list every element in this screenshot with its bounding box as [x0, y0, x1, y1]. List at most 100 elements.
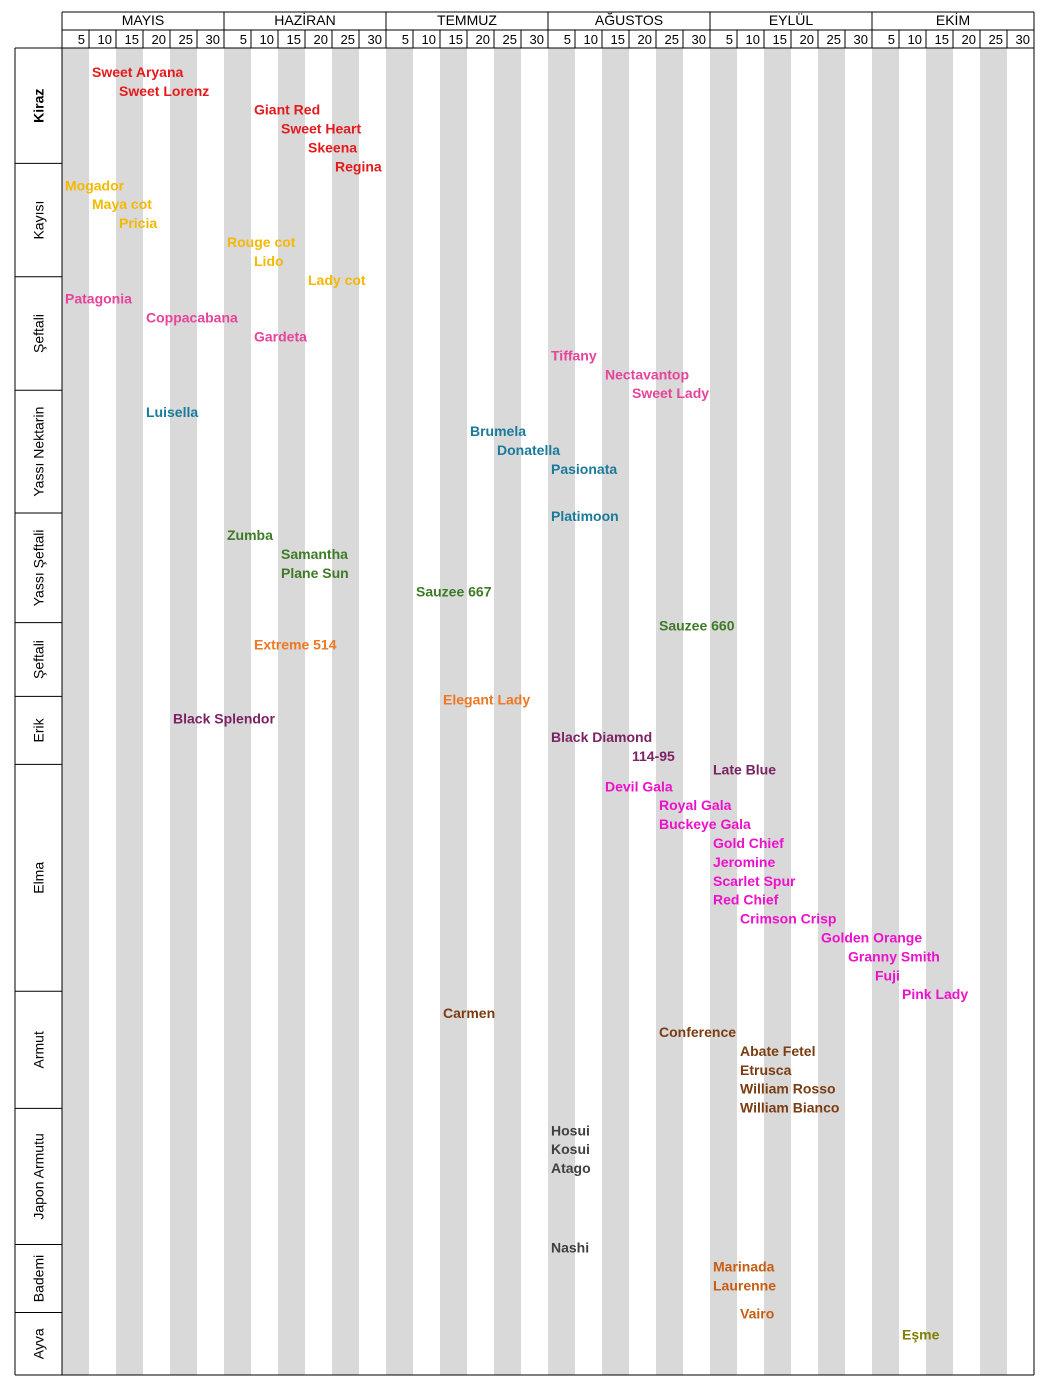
day-tick-label: 25 [827, 32, 841, 47]
category-label: Erik [31, 717, 47, 742]
stripe [602, 48, 629, 1375]
variety-label: Coppacabana [146, 310, 238, 326]
variety-label: Sweet Lorenz [119, 83, 209, 99]
variety-label: Platimoon [551, 508, 619, 524]
variety-label: Hosui [551, 1122, 590, 1138]
day-tick-label: 15 [935, 32, 949, 47]
variety-label: Black Splendor [173, 710, 275, 726]
day-tick-label: 5 [402, 32, 409, 47]
stripe [440, 48, 467, 1375]
variety-label: Fuji [875, 967, 900, 983]
variety-label: Gold Chief [713, 835, 784, 851]
variety-label: Carmen [443, 1005, 495, 1021]
stripe [224, 48, 251, 1375]
day-tick-label: 10 [260, 32, 274, 47]
day-tick-label: 15 [449, 32, 463, 47]
stripe [332, 48, 359, 1375]
day-tick-label: 15 [773, 32, 787, 47]
day-tick-label: 10 [98, 32, 112, 47]
category-column: Kiraz Kayısı Şeftali Yassı Nektarin Yassı Şe… [14, 47, 62, 1375]
day-tick-label: 5 [888, 32, 895, 47]
day-tick-label: 25 [341, 32, 355, 47]
variety-label: Regina [335, 158, 382, 174]
day-column-stripes [62, 48, 1007, 1375]
variety-label: Luisella [146, 404, 198, 420]
variety-label: Eşme [902, 1326, 940, 1342]
variety-label: Scarlet Spur [713, 873, 796, 889]
variety-label: Devil Gala [605, 778, 673, 794]
day-tick-label: 20 [476, 32, 490, 47]
category-label: Kayısı [31, 201, 47, 240]
variety-label: 114-95 [632, 748, 675, 764]
variety-label: Pink Lady [902, 986, 968, 1002]
day-tick-label: 30 [692, 32, 706, 47]
day-tick-label: 25 [665, 32, 679, 47]
variety-label: Extreme 514 [254, 637, 337, 653]
category-label: Yassı Şeftali [31, 529, 47, 606]
stripe [170, 48, 197, 1375]
category-label: Japon Armutu [31, 1133, 47, 1219]
day-tick-label: 20 [638, 32, 652, 47]
variety-label: Late Blue [713, 761, 776, 777]
day-tick-label: 10 [422, 32, 436, 47]
day-tick-label: 25 [503, 32, 517, 47]
day-tick-label: 15 [125, 32, 139, 47]
variety-label: Granny Smith [848, 948, 940, 964]
stripe [980, 48, 1007, 1375]
category-label: Kiraz [31, 89, 47, 123]
day-tick-label: 25 [179, 32, 193, 47]
day-tick-label: 15 [611, 32, 625, 47]
day-tick-label: 15 [287, 32, 301, 47]
month-label: HAZİRAN [274, 11, 335, 28]
stripe [656, 48, 683, 1375]
variety-label: William Rosso [740, 1081, 836, 1097]
variety-label: Donatella [497, 442, 560, 458]
stripe [386, 48, 413, 1375]
stripe [116, 48, 143, 1375]
stripe [278, 48, 305, 1375]
variety-label: Sweet Heart [281, 121, 361, 137]
day-tick-label: 30 [368, 32, 382, 47]
category-label: Şeftali [31, 314, 47, 353]
day-tick-label: 30 [1016, 32, 1030, 47]
variety-labels: Sweet Aryana Sweet Lorenz Giant Red Sweet H… [65, 64, 968, 1343]
category-label: Armut [31, 1031, 47, 1068]
day-tick-label: 5 [564, 32, 571, 47]
variety-label: Sweet Lady [632, 385, 709, 401]
month-label: AĞUSTOS [595, 12, 663, 28]
variety-label: Atago [551, 1160, 591, 1176]
category-label: Ayva [31, 1328, 47, 1359]
variety-label: Laurenne [713, 1277, 776, 1293]
variety-label: Marinada [713, 1258, 775, 1274]
variety-label: Royal Gala [659, 797, 732, 813]
stripe [818, 48, 845, 1375]
variety-label: Crimson Crisp [740, 911, 836, 927]
variety-label: Rouge cot [227, 234, 296, 250]
variety-label: Red Chief [713, 892, 779, 908]
variety-label: William Bianco [740, 1100, 839, 1116]
variety-label: Giant Red [254, 102, 320, 118]
variety-label: Black Diamond [551, 729, 652, 745]
variety-label: Gardeta [254, 329, 307, 345]
day-tick-label: 30 [530, 32, 544, 47]
day-tick-label: 30 [206, 32, 220, 47]
variety-label: Nashi [551, 1239, 589, 1255]
variety-label: Tiffany [551, 347, 597, 363]
stripe [764, 48, 791, 1375]
day-tick-label: 5 [240, 32, 247, 47]
stripe [872, 48, 899, 1375]
stripe [548, 48, 575, 1375]
day-tick-label: 20 [152, 32, 166, 47]
variety-label: Golden Orange [821, 930, 922, 946]
category-label: Elma [31, 862, 47, 894]
stripe [926, 48, 953, 1375]
month-label: EKİM [936, 11, 970, 28]
variety-label: Nectavantop [605, 366, 689, 382]
grid-lines [15, 11, 1035, 1376]
variety-label: Sauzee 660 [659, 618, 735, 634]
variety-label: Plane Sun [281, 565, 349, 581]
variety-label: Jeromine [713, 854, 775, 870]
variety-label: Lido [254, 253, 284, 269]
stripe [62, 48, 89, 1375]
day-tick-label: 5 [726, 32, 733, 47]
